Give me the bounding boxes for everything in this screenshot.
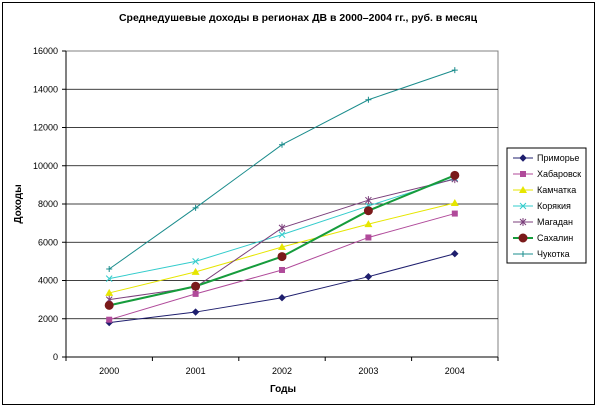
data-point	[519, 218, 527, 226]
data-point	[519, 154, 527, 162]
legend-label: Хабаровск	[537, 169, 581, 179]
y-tick-label: 10000	[33, 161, 58, 171]
y-tick-label: 6000	[38, 237, 58, 247]
y-tick-label: 0	[53, 352, 58, 362]
data-point	[365, 234, 372, 241]
y-tick-label: 16000	[33, 46, 58, 56]
data-point	[519, 186, 527, 193]
data-point	[105, 288, 114, 296]
data-point	[520, 171, 526, 177]
data-point	[365, 96, 372, 103]
data-point	[278, 231, 286, 238]
data-point	[106, 266, 113, 273]
x-tick-labels: 2000 2001 2002 2003 2004	[65, 357, 499, 376]
x-tick-label: 2003	[358, 366, 378, 376]
y-tick-labels: 0 2000 4000 6000 8000 10000 12000 14000 16000	[33, 46, 58, 362]
series-diamond	[105, 250, 459, 327]
legend-label: Корякия	[537, 201, 571, 211]
axes	[65, 51, 498, 358]
series-triangle	[105, 199, 459, 296]
data-point	[519, 202, 527, 210]
data-point	[105, 275, 113, 282]
x-tick-label: 2000	[99, 366, 119, 376]
data-point	[279, 141, 285, 148]
chart-title: Среднедушевые доходы в регионах ДВ в 200…	[119, 12, 478, 24]
y-tick-label: 2000	[38, 314, 58, 324]
data-point	[365, 196, 372, 205]
data-point	[450, 170, 460, 180]
y-axis-title: Доходы	[13, 184, 24, 223]
y-tick-label: 14000	[33, 84, 58, 94]
data-point	[191, 267, 200, 275]
data-point	[191, 308, 200, 316]
data-point	[364, 220, 373, 228]
data-point	[191, 281, 201, 291]
data-point	[278, 294, 286, 302]
data-point	[278, 223, 286, 232]
legend-item: Корякия	[513, 201, 571, 211]
data-point	[363, 206, 373, 216]
x-tick-label: 2004	[445, 366, 465, 376]
legend-label: Магадан	[537, 217, 573, 227]
data-point	[520, 251, 526, 257]
legend-item: Сахалин	[513, 233, 573, 243]
data-point	[451, 210, 458, 217]
y-tick-label: 12000	[33, 123, 58, 133]
data-point	[192, 204, 199, 211]
series-circle	[104, 170, 460, 310]
legend-label: Сахалин	[537, 233, 573, 243]
data-point	[279, 266, 285, 273]
x-tick-label: 2002	[272, 366, 292, 376]
legend-label: Чукотка	[537, 249, 570, 259]
data-point	[451, 250, 459, 258]
legend-item: Приморье	[513, 153, 579, 163]
data-point	[278, 243, 286, 251]
data-point	[364, 272, 373, 281]
x-axis-title: Годы	[270, 384, 296, 395]
data-point	[106, 316, 113, 323]
x-tick-label: 2001	[186, 366, 206, 376]
series-lines	[104, 67, 460, 327]
data-point	[518, 233, 528, 243]
legend-item: Магадан	[513, 217, 573, 227]
data-point	[192, 290, 199, 297]
legend-label: Приморье	[537, 153, 579, 163]
legend-item: Хабаровск	[513, 169, 581, 179]
data-point	[277, 252, 287, 262]
series-square	[106, 210, 458, 323]
data-point	[192, 258, 199, 265]
legend-item: Чукотка	[513, 249, 570, 259]
y-tick-label: 8000	[38, 199, 58, 209]
legend-item: Камчатка	[513, 185, 576, 195]
legend-label: Камчатка	[537, 185, 576, 195]
data-point	[451, 67, 458, 74]
legend: Приморье Хабаровск Камчатка Корякия Магадан С…	[506, 147, 587, 264]
data-point	[104, 300, 114, 310]
data-point	[450, 199, 459, 207]
y-tick-label: 4000	[38, 276, 58, 286]
series-plus	[106, 67, 458, 273]
